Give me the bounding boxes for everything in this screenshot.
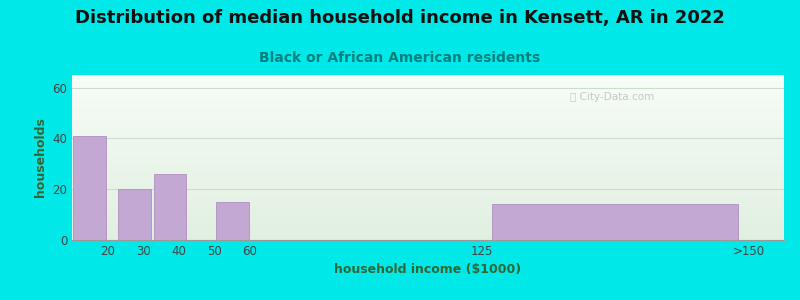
Text: ⓘ City-Data.com: ⓘ City-Data.com bbox=[570, 92, 654, 101]
Bar bbox=[492, 205, 738, 240]
Bar bbox=[216, 202, 249, 240]
X-axis label: household income ($1000): household income ($1000) bbox=[334, 263, 522, 276]
Text: Black or African American residents: Black or African American residents bbox=[259, 51, 541, 65]
Bar bbox=[74, 136, 106, 240]
Bar bbox=[118, 189, 150, 240]
Bar bbox=[154, 174, 186, 240]
Y-axis label: households: households bbox=[34, 118, 46, 197]
Text: Distribution of median household income in Kensett, AR in 2022: Distribution of median household income … bbox=[75, 9, 725, 27]
